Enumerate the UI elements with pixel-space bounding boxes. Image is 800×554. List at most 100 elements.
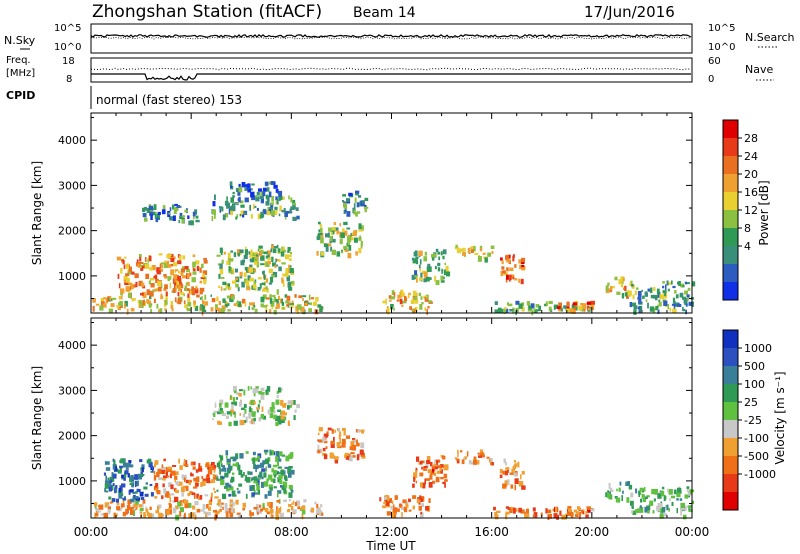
echo-cell xyxy=(263,251,268,255)
echo-cell xyxy=(161,465,163,471)
echo-cell xyxy=(235,202,239,205)
echo-cell xyxy=(245,475,248,481)
echo-cell xyxy=(186,268,190,273)
echo-cell xyxy=(585,514,589,518)
echo-cell xyxy=(457,452,459,457)
echo-cell xyxy=(342,228,345,234)
echo-cell xyxy=(479,245,483,251)
echo-cell xyxy=(252,451,256,456)
echo-cell xyxy=(263,274,266,280)
echo-cell xyxy=(254,268,257,273)
echo-cell xyxy=(643,498,646,503)
echo-cell xyxy=(263,449,269,453)
echo-cell xyxy=(265,286,268,291)
echo-cell xyxy=(442,456,446,460)
echo-cell xyxy=(118,488,121,493)
echo-cell xyxy=(506,259,511,263)
echo-cell xyxy=(190,512,195,517)
echo-cell xyxy=(386,501,390,506)
echo-cell xyxy=(339,438,341,444)
echo-cell xyxy=(393,292,396,298)
echo-cell xyxy=(170,269,174,276)
echo-cell xyxy=(215,307,218,311)
echo-cell xyxy=(316,503,319,509)
echo-cell xyxy=(275,189,279,193)
echo-cell xyxy=(431,468,435,475)
echo-cell xyxy=(267,206,270,212)
echo-cell xyxy=(289,265,292,268)
echo-cell xyxy=(157,506,159,512)
echo-cell xyxy=(514,484,517,491)
echo-cell xyxy=(176,490,179,494)
echo-cell xyxy=(232,203,235,207)
echo-cell xyxy=(125,286,130,292)
echo-cell xyxy=(150,470,154,473)
echo-cell xyxy=(496,510,501,513)
echo-cell xyxy=(146,207,150,213)
echo-cell xyxy=(276,259,280,262)
echo-cell xyxy=(300,506,305,510)
echo-cell xyxy=(650,308,655,311)
echo-cell xyxy=(626,497,630,503)
echo-cell xyxy=(135,500,139,505)
echo-cell xyxy=(275,258,277,263)
echo-cell xyxy=(641,493,644,499)
echo-cell xyxy=(276,289,279,295)
echo-cell xyxy=(221,206,224,212)
echo-cell xyxy=(347,252,352,259)
echo-cell xyxy=(269,508,274,514)
echo-cell xyxy=(639,505,642,512)
echo-cell xyxy=(125,467,129,470)
echo-cell xyxy=(284,215,287,220)
echo-cell xyxy=(667,304,670,310)
echo-cell xyxy=(225,482,230,487)
x-tick-label: 00:00 xyxy=(74,525,109,539)
echo-cell xyxy=(236,487,239,490)
echo-cell xyxy=(278,387,281,393)
echo-cell xyxy=(149,211,154,216)
echo-cell xyxy=(141,467,144,473)
echo-cell xyxy=(100,298,105,303)
echo-cell xyxy=(257,287,261,291)
echo-cell xyxy=(271,450,274,455)
echo-cell xyxy=(217,420,221,425)
echo-cell xyxy=(337,428,340,433)
echo-cell xyxy=(228,208,231,215)
echo-cell xyxy=(505,513,508,520)
echo-cell xyxy=(99,305,104,311)
power-ylabel: Slant Range [km] xyxy=(30,161,44,265)
echo-cell xyxy=(471,248,474,253)
echo-cell xyxy=(199,290,203,295)
echo-cell xyxy=(264,494,268,499)
echo-cell xyxy=(331,249,336,255)
echo-cell xyxy=(420,296,423,300)
echo-cell xyxy=(250,386,252,390)
echo-cell xyxy=(355,190,360,194)
echo-cell xyxy=(261,481,265,488)
echo-cell xyxy=(610,286,613,290)
echo-cell xyxy=(256,409,259,413)
echo-cell xyxy=(162,205,166,210)
echo-cell xyxy=(351,444,357,451)
echo-cell xyxy=(421,466,423,470)
echo-cell xyxy=(206,504,209,509)
echo-cell xyxy=(151,513,155,518)
echo-cell xyxy=(164,493,169,498)
echo-cell xyxy=(119,465,123,469)
echo-cell xyxy=(193,477,197,482)
echo-cell xyxy=(275,196,278,200)
echo-cell xyxy=(290,280,295,285)
echo-cell xyxy=(256,504,259,508)
echo-cell xyxy=(174,207,179,212)
echo-cell xyxy=(236,397,238,400)
echo-cell xyxy=(629,302,632,308)
echo-cell xyxy=(585,511,588,514)
echo-cell xyxy=(420,482,423,488)
echo-cell xyxy=(684,505,687,511)
echo-cell xyxy=(428,498,431,503)
echo-cell xyxy=(134,506,138,510)
echo-cell xyxy=(246,183,251,189)
echo-cell xyxy=(627,481,630,486)
echo-cell xyxy=(424,478,426,485)
echo-cell xyxy=(261,406,264,413)
